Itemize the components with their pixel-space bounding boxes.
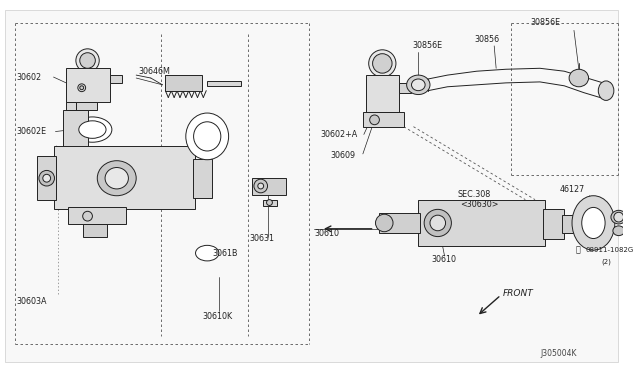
Polygon shape — [193, 159, 212, 198]
Polygon shape — [380, 213, 420, 233]
Polygon shape — [76, 110, 82, 117]
Text: 46127: 46127 — [559, 185, 584, 195]
Ellipse shape — [186, 113, 228, 160]
Ellipse shape — [376, 214, 393, 232]
Text: 30609: 30609 — [331, 151, 356, 160]
Ellipse shape — [97, 161, 136, 196]
Text: (2): (2) — [601, 259, 611, 265]
Text: 30631: 30631 — [249, 234, 274, 243]
Circle shape — [369, 50, 396, 77]
Text: 30856E: 30856E — [412, 41, 443, 51]
Circle shape — [80, 86, 84, 90]
Polygon shape — [563, 215, 582, 233]
Polygon shape — [63, 110, 88, 149]
Ellipse shape — [424, 209, 451, 237]
Text: SEC.308: SEC.308 — [457, 190, 490, 199]
Polygon shape — [366, 75, 399, 112]
Text: 30646M: 30646M — [138, 67, 170, 76]
Polygon shape — [419, 200, 545, 246]
Text: 30856E: 30856E — [530, 18, 560, 27]
Ellipse shape — [254, 179, 268, 193]
Ellipse shape — [582, 208, 605, 238]
Polygon shape — [83, 224, 107, 237]
Polygon shape — [399, 83, 410, 93]
Ellipse shape — [79, 121, 106, 138]
Ellipse shape — [613, 226, 625, 235]
Ellipse shape — [193, 122, 221, 151]
Text: <30630>: <30630> — [460, 200, 499, 209]
Polygon shape — [54, 146, 195, 209]
Circle shape — [80, 53, 95, 68]
Text: 30610: 30610 — [431, 256, 456, 264]
Text: 30610: 30610 — [314, 229, 339, 238]
Text: 30610K: 30610K — [202, 312, 232, 321]
Ellipse shape — [430, 215, 445, 231]
Polygon shape — [110, 75, 122, 83]
Ellipse shape — [406, 75, 430, 94]
Circle shape — [43, 174, 51, 182]
Circle shape — [372, 54, 392, 73]
Text: 30602+A: 30602+A — [320, 130, 357, 139]
Ellipse shape — [598, 81, 614, 100]
Polygon shape — [207, 81, 241, 86]
Circle shape — [266, 200, 273, 205]
Polygon shape — [66, 68, 110, 102]
Polygon shape — [76, 102, 97, 110]
Ellipse shape — [572, 196, 615, 250]
Text: J305004K: J305004K — [540, 349, 577, 358]
Circle shape — [39, 170, 54, 186]
Circle shape — [76, 49, 99, 72]
Circle shape — [83, 211, 92, 221]
Ellipse shape — [196, 246, 219, 261]
Polygon shape — [66, 102, 76, 110]
Circle shape — [370, 115, 380, 125]
Circle shape — [258, 183, 264, 189]
Text: 08911-1082G: 08911-1082G — [586, 247, 634, 253]
Polygon shape — [262, 200, 277, 206]
Ellipse shape — [412, 79, 425, 91]
Ellipse shape — [105, 167, 129, 189]
Ellipse shape — [569, 69, 589, 87]
Text: 30856: 30856 — [475, 35, 500, 44]
Polygon shape — [68, 208, 127, 224]
Text: Ⓢ: Ⓢ — [576, 246, 580, 255]
Text: 30603A: 30603A — [17, 297, 47, 306]
Polygon shape — [252, 178, 286, 195]
Ellipse shape — [73, 117, 112, 142]
Polygon shape — [363, 112, 404, 126]
Text: FRONT: FRONT — [503, 289, 534, 298]
Text: 30602E: 30602E — [17, 127, 47, 136]
Polygon shape — [165, 75, 202, 91]
Text: 3061B: 3061B — [212, 248, 237, 258]
Ellipse shape — [611, 210, 627, 224]
Polygon shape — [543, 209, 564, 238]
Text: 30602: 30602 — [17, 73, 42, 81]
Polygon shape — [37, 156, 56, 200]
Circle shape — [614, 212, 623, 222]
